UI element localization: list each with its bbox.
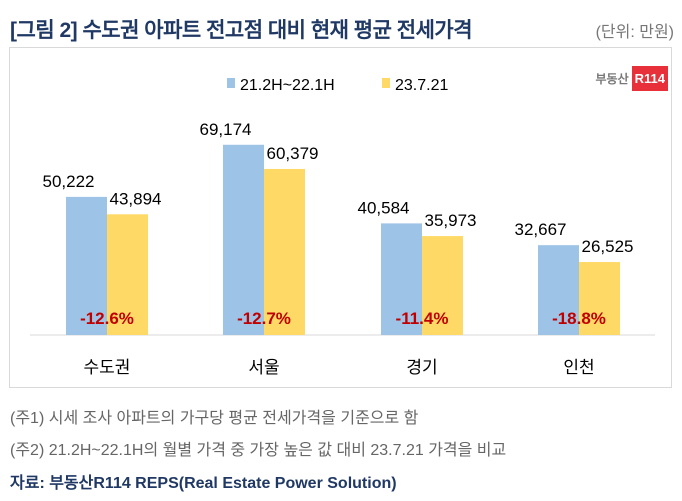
change-label: -12.7% (237, 309, 291, 328)
category-label: 인천 (563, 358, 594, 377)
category-label: 서울 (248, 358, 279, 377)
r114-logo: 부동산 R114 (595, 66, 668, 91)
legend-swatch (227, 78, 235, 88)
logo-badge: R114 (631, 66, 668, 91)
category-label: 수도권 (84, 358, 131, 377)
unit-label: (단위: 만원) (595, 24, 674, 41)
bar-peak (381, 223, 422, 335)
category-label: 경기 (406, 358, 437, 377)
change-label: -12.6% (80, 309, 134, 328)
chart-title: [그림 2] 수도권 아파트 전고점 대비 현재 평균 전세가격 (10, 19, 473, 42)
legend-swatch (382, 78, 390, 88)
bar-peak (66, 196, 107, 335)
data-label: 40,584 (358, 198, 410, 217)
data-label: 26,525 (582, 237, 634, 256)
bar-current (264, 168, 305, 335)
source: 자료: 부동산R114 REPS(Real Estate Power Solut… (10, 475, 397, 492)
data-label: 43,894 (110, 189, 162, 208)
data-label: 60,379 (267, 144, 319, 163)
bar-current (422, 236, 463, 335)
note-1: (주1) 시세 조사 아파트의 가구당 평균 전세가격을 기준으로 함 (10, 410, 419, 427)
legend-label: 21.2H~22.1H (240, 77, 335, 94)
logo-text: 부동산 (595, 72, 629, 86)
legend-label: 23.7.21 (395, 77, 448, 94)
chart-frame (9, 47, 672, 388)
change-label: -11.4% (396, 309, 449, 328)
change-label: -18.8% (552, 309, 606, 328)
note-2: (주2) 21.2H~22.1H의 월별 가격 중 가장 높은 값 대비 23.… (10, 442, 507, 459)
data-label: 69,174 (200, 120, 252, 139)
data-label: 35,973 (425, 211, 477, 230)
bar-current (579, 262, 620, 335)
data-label: 50,222 (43, 172, 95, 191)
bar-peak (538, 245, 579, 335)
data-label: 32,667 (515, 220, 567, 239)
bar-current (107, 214, 148, 335)
bar-peak (223, 144, 264, 335)
